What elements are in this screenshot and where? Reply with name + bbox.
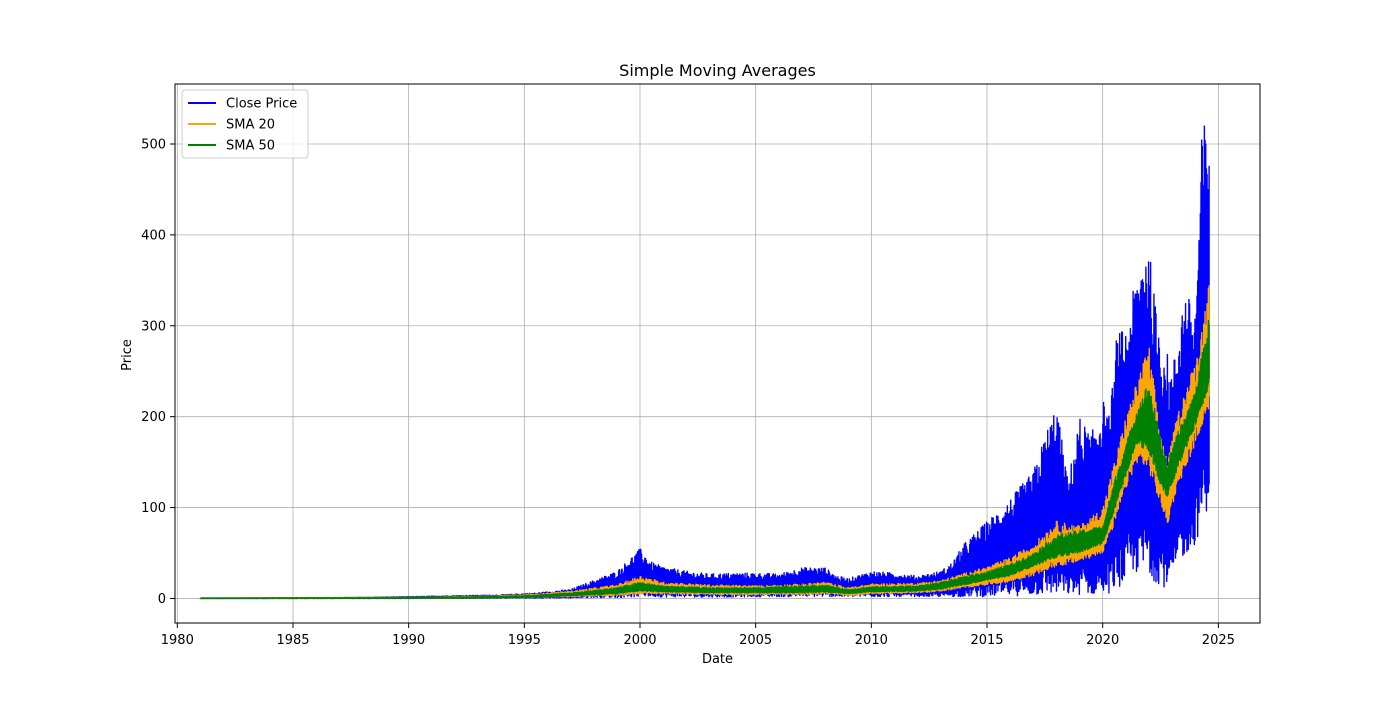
y-tick-label-0: 0 <box>158 592 166 607</box>
chart-title: Simple Moving Averages <box>619 61 816 80</box>
y-tick-label-4: 400 <box>141 228 166 243</box>
x-tick-label-9: 2025 <box>1202 633 1235 648</box>
x-tick-label-6: 2010 <box>855 633 888 648</box>
legend-box <box>181 89 309 159</box>
plot-frame <box>174 83 1261 624</box>
y-tick-label-5: 500 <box>141 137 166 152</box>
x-axis-ticks: 1980 1985 1990 1995 2000 2005 2010 2015 2020 2025 <box>161 623 1235 648</box>
legend-label-1: SMA 20 <box>226 118 275 133</box>
x-tick-label-3: 1995 <box>508 633 541 648</box>
x-axis-label: Date <box>702 652 733 667</box>
x-tick-label-0: 1980 <box>161 633 194 648</box>
series-layer <box>199 125 1210 600</box>
y-tick-label-1: 100 <box>141 501 166 516</box>
x-tick-label-7: 2015 <box>970 633 1003 648</box>
legend-label-0: Close Price <box>226 97 297 112</box>
x-tick-label-4: 2000 <box>623 633 656 648</box>
y-tick-label-2: 200 <box>141 410 166 425</box>
series-sma-50 <box>199 319 1210 600</box>
x-tick-label-1: 1985 <box>276 633 309 648</box>
y-tick-label-3: 300 <box>141 319 166 334</box>
x-tick-label-8: 2020 <box>1086 633 1119 648</box>
x-tick-label-2: 1990 <box>392 633 425 648</box>
y-axis-ticks: 0 100 200 300 400 500 <box>141 137 175 607</box>
legend: Close Price SMA 20 SMA 50 <box>181 89 309 159</box>
y-axis-label: Price <box>120 339 135 371</box>
legend-label-2: SMA 50 <box>226 139 275 154</box>
x-tick-label-5: 2005 <box>739 633 772 648</box>
